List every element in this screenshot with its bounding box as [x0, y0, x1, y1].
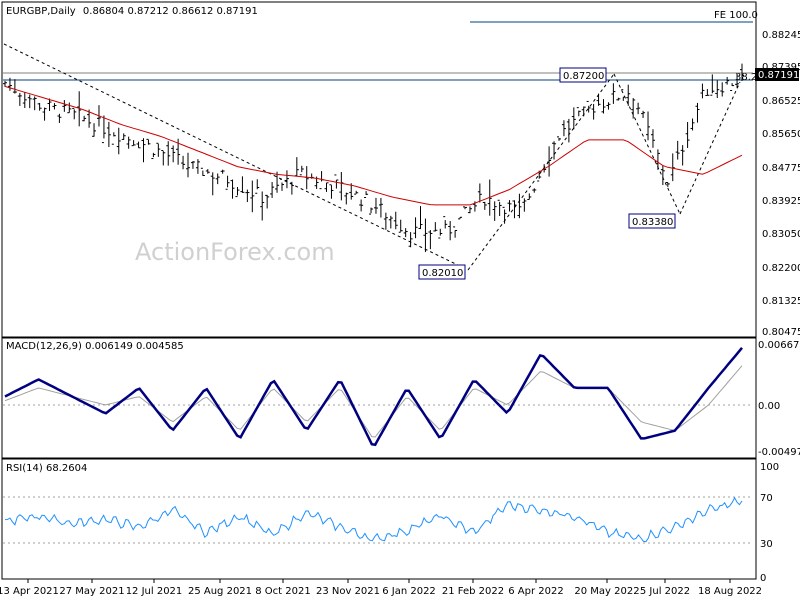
x-tick-label: 6 Jan 2022 [382, 586, 436, 597]
callout-high: 0.87200 [559, 67, 607, 83]
current-price-badge: 0.87191 [755, 68, 799, 81]
x-tick-label: 6 Apr 2022 [508, 586, 563, 597]
svg-text:0.82010: 0.82010 [422, 268, 463, 279]
svg-text:0.87191: 0.87191 [758, 70, 799, 81]
y-tick-label: 0.85650 [762, 129, 800, 140]
watermark: ActionForex.com [135, 238, 335, 266]
x-tick-label: 27 May 2021 [59, 586, 124, 597]
svg-text:0.87200: 0.87200 [563, 71, 604, 82]
svg-text:0.83380: 0.83380 [632, 217, 673, 228]
rsi-tick-label: 70 [760, 493, 773, 504]
uptrend-line [467, 73, 615, 271]
macd-tick-label: -0.004976 [758, 447, 800, 458]
x-tick-label: 18 Aug 2022 [698, 586, 762, 597]
ohlc-readout: 0.86804 0.87212 0.86612 0.87191 [83, 6, 258, 17]
macd-signal-line [4, 365, 743, 438]
y-tick-label: 0.87395 [762, 62, 800, 73]
rsi-line [4, 496, 743, 543]
x-tick-label: 21 Feb 2022 [442, 586, 504, 597]
x-axis: 13 Apr 2021 27 May 2021 12 Jul 2021 25 Aug … [0, 579, 762, 597]
y-tick-label: 0.86525 [762, 96, 800, 107]
retrace-line [613, 73, 681, 215]
fib-partial-label: 38.2 [735, 72, 757, 83]
x-tick-label: 23 Nov 2021 [316, 586, 380, 597]
rsi-panel-frame [1, 458, 757, 580]
downtrend-line [3, 43, 469, 271]
fe-label: FE 100.0 [714, 10, 758, 21]
chart-symbol: EURGBP,Daily [6, 6, 76, 17]
rsi-title: RSI(14) 68.2604 [6, 463, 87, 474]
x-tick-label: 5 Jul 2022 [640, 586, 690, 597]
callout-swing: 0.83380 [628, 213, 676, 229]
y-tick-label: 0.81325 [762, 296, 800, 307]
macd-tick-label: 0.006679 [758, 340, 800, 351]
projection-line [679, 81, 741, 215]
y-tick-label: 0.84775 [762, 163, 800, 174]
chart-title: EURGBP,Daily 0.86804 0.87212 0.86612 0.8… [6, 6, 258, 17]
macd-tick-label: 0.00 [758, 401, 780, 412]
callout-low: 0.82010 [418, 264, 466, 280]
x-tick-label: 13 Apr 2021 [0, 586, 59, 597]
x-tick-label: 20 May 2022 [574, 586, 639, 597]
y-tick-label: 0.88245 [762, 30, 800, 41]
macd-line [4, 347, 743, 447]
ohlc-bars [3, 63, 744, 253]
y-tick-label: 0.83925 [762, 196, 800, 207]
rsi-tick-label: 100 [760, 462, 779, 473]
macd-title: MACD(12,26,9) 0.006149 0.004585 [6, 341, 184, 352]
rsi-tick-label: 30 [760, 539, 773, 550]
x-tick-label: 12 Jul 2021 [126, 586, 183, 597]
x-tick-label: 8 Oct 2021 [255, 586, 310, 597]
price-panel-frame [1, 1, 757, 338]
moving-average-line [4, 85, 743, 206]
y-tick-label: 0.82200 [762, 263, 800, 274]
y-tick-label: 0.80475 [762, 327, 800, 338]
x-tick-label: 25 Aug 2021 [188, 586, 252, 597]
y-tick-label: 0.83050 [762, 229, 800, 240]
macd-panel-frame [1, 337, 757, 459]
rsi-tick-label: 0 [760, 573, 766, 584]
